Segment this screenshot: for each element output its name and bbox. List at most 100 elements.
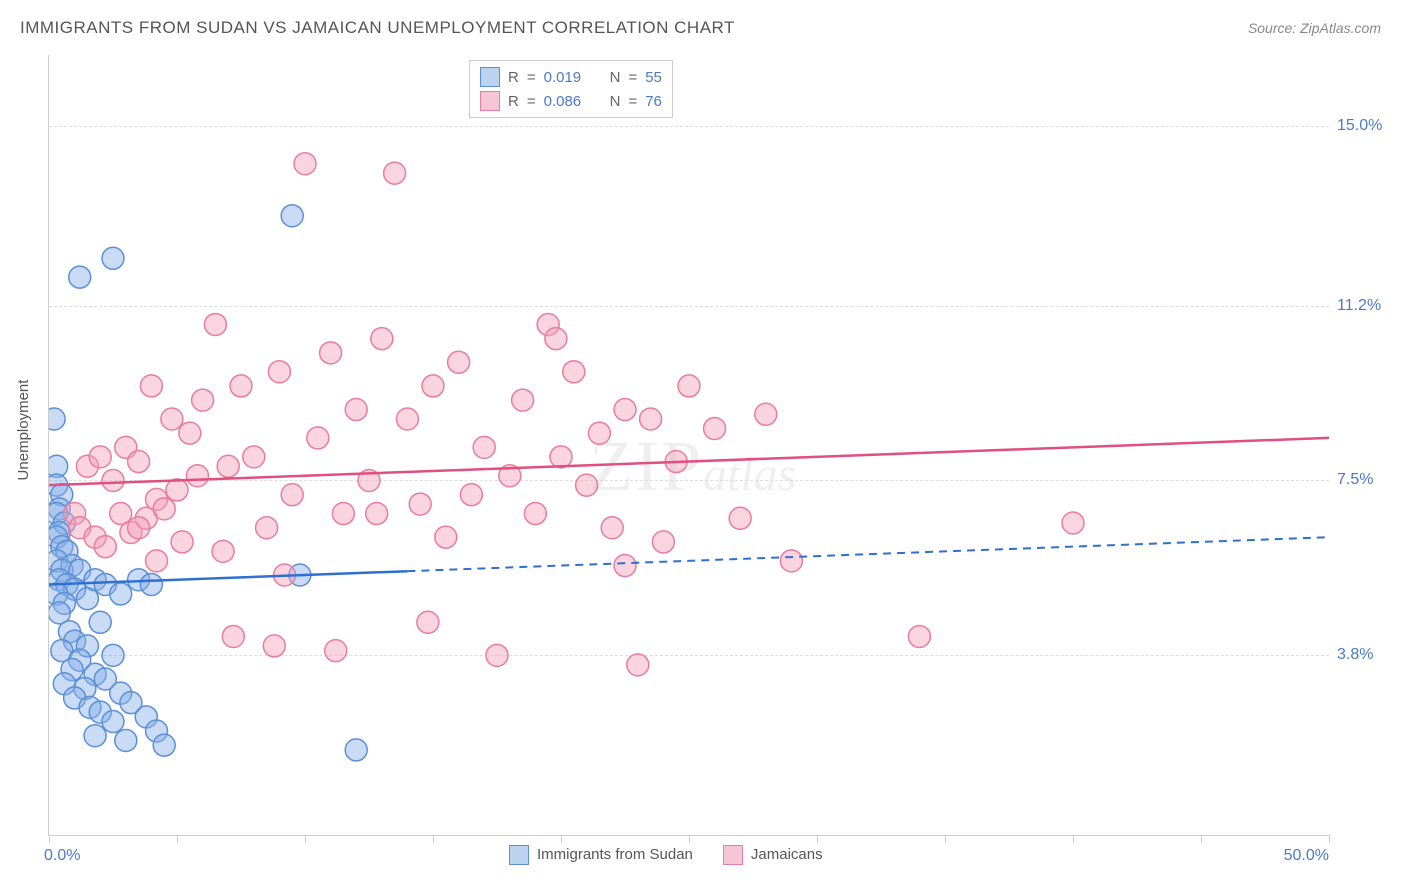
scatter-point [192, 389, 214, 411]
regression-line-solid [49, 438, 1329, 485]
equals: = [628, 93, 637, 110]
stat-swatch-jamaican [480, 91, 500, 111]
x-tick [305, 835, 306, 843]
scatter-point [755, 403, 777, 425]
scatter-point [486, 644, 508, 666]
stat-r-value-2: 0.086 [544, 93, 592, 110]
scatter-point [524, 503, 546, 525]
scatter-point [614, 399, 636, 421]
stat-r-label: R [508, 69, 519, 86]
scatter-point [49, 408, 65, 430]
scatter-point [652, 531, 674, 553]
scatter-point [115, 729, 137, 751]
scatter-point [545, 328, 567, 350]
x-tick [1201, 835, 1202, 843]
scatter-point [512, 389, 534, 411]
scatter-point [435, 526, 457, 548]
scatter-point [146, 550, 168, 572]
y-right-tick-label: 3.8% [1337, 646, 1406, 664]
scatter-point [89, 446, 111, 468]
scatter-point [780, 550, 802, 572]
source-label: Source: ZipAtlas.com [1248, 20, 1381, 36]
scatter-point [110, 583, 132, 605]
legend-item-jamaican: Jamaicans [723, 845, 823, 865]
scatter-point [576, 474, 598, 496]
scatter-point [366, 503, 388, 525]
scatter-point [212, 540, 234, 562]
y-axis-title: Unemployment [15, 380, 32, 481]
scatter-point [243, 446, 265, 468]
scatter-point [263, 635, 285, 657]
correlation-stats-box: R = 0.019 N = 55 R = 0.086 N = 76 [469, 60, 673, 118]
legend-swatch-jamaican [723, 845, 743, 865]
scatter-point [166, 479, 188, 501]
scatter-point [94, 536, 116, 558]
scatter-point [153, 734, 175, 756]
scatter-point [417, 611, 439, 633]
x-tick [177, 835, 178, 843]
stat-n-value-1: 55 [645, 69, 662, 86]
scatter-point [102, 247, 124, 269]
y-right-tick-label: 7.5% [1337, 471, 1406, 489]
scatter-point [729, 507, 751, 529]
legend-label-sudan: Immigrants from Sudan [537, 846, 693, 863]
scatter-point [140, 573, 162, 595]
stat-n-label: N [610, 93, 621, 110]
equals: = [527, 69, 536, 86]
scatter-point [371, 328, 393, 350]
legend-swatch-sudan [509, 845, 529, 865]
scatter-point [204, 313, 226, 335]
scatter-point [307, 427, 329, 449]
legend-label-jamaican: Jamaicans [751, 846, 823, 863]
scatter-point [89, 611, 111, 633]
scatter-point [128, 517, 150, 539]
scatter-point [332, 503, 354, 525]
y-right-tick-label: 15.0% [1337, 117, 1406, 135]
scatter-point [294, 153, 316, 175]
scatter-point [678, 375, 700, 397]
scatter-point [588, 422, 610, 444]
scatter-point [268, 361, 290, 383]
scatter-point [217, 455, 239, 477]
x-tick [817, 835, 818, 843]
scatter-point [384, 162, 406, 184]
equals: = [628, 69, 637, 86]
stat-row-2: R = 0.086 N = 76 [480, 89, 662, 113]
x-tick [1329, 835, 1330, 843]
stat-n-label: N [610, 69, 621, 86]
scatter-point [550, 446, 572, 468]
scatter-point [186, 465, 208, 487]
bottom-legend: Immigrants from Sudan Jamaicans [509, 845, 823, 865]
scatter-point [256, 517, 278, 539]
scatter-point [614, 555, 636, 577]
scatter-point [448, 351, 470, 373]
legend-item-sudan: Immigrants from Sudan [509, 845, 693, 865]
scatter-point [563, 361, 585, 383]
scatter-point [320, 342, 342, 364]
x-tick [49, 835, 50, 843]
y-right-tick-label: 11.2% [1337, 297, 1406, 315]
scatter-point [102, 469, 124, 491]
scatter-point [281, 484, 303, 506]
scatter-point [345, 739, 367, 761]
plot-area: ZIPatlas 3.8%7.5%11.2%15.0% R = 0.019 N … [48, 55, 1329, 836]
scatter-point [222, 625, 244, 647]
scatter-point [601, 517, 623, 539]
scatter-point [704, 417, 726, 439]
scatter-point [102, 644, 124, 666]
scatter-point [640, 408, 662, 430]
scatter-point [161, 408, 183, 430]
scatter-point [422, 375, 444, 397]
scatter-point [409, 493, 431, 515]
stat-n-value-2: 76 [645, 93, 662, 110]
scatter-point [179, 422, 201, 444]
scatter-point [140, 375, 162, 397]
scatter-point [1062, 512, 1084, 534]
x-axis-min-label: 0.0% [44, 847, 80, 865]
chart-title: IMMIGRANTS FROM SUDAN VS JAMAICAN UNEMPL… [20, 18, 735, 38]
stat-r-label: R [508, 93, 519, 110]
scatter-svg [49, 55, 1329, 835]
x-tick [689, 835, 690, 843]
scatter-point [325, 640, 347, 662]
scatter-point [281, 205, 303, 227]
